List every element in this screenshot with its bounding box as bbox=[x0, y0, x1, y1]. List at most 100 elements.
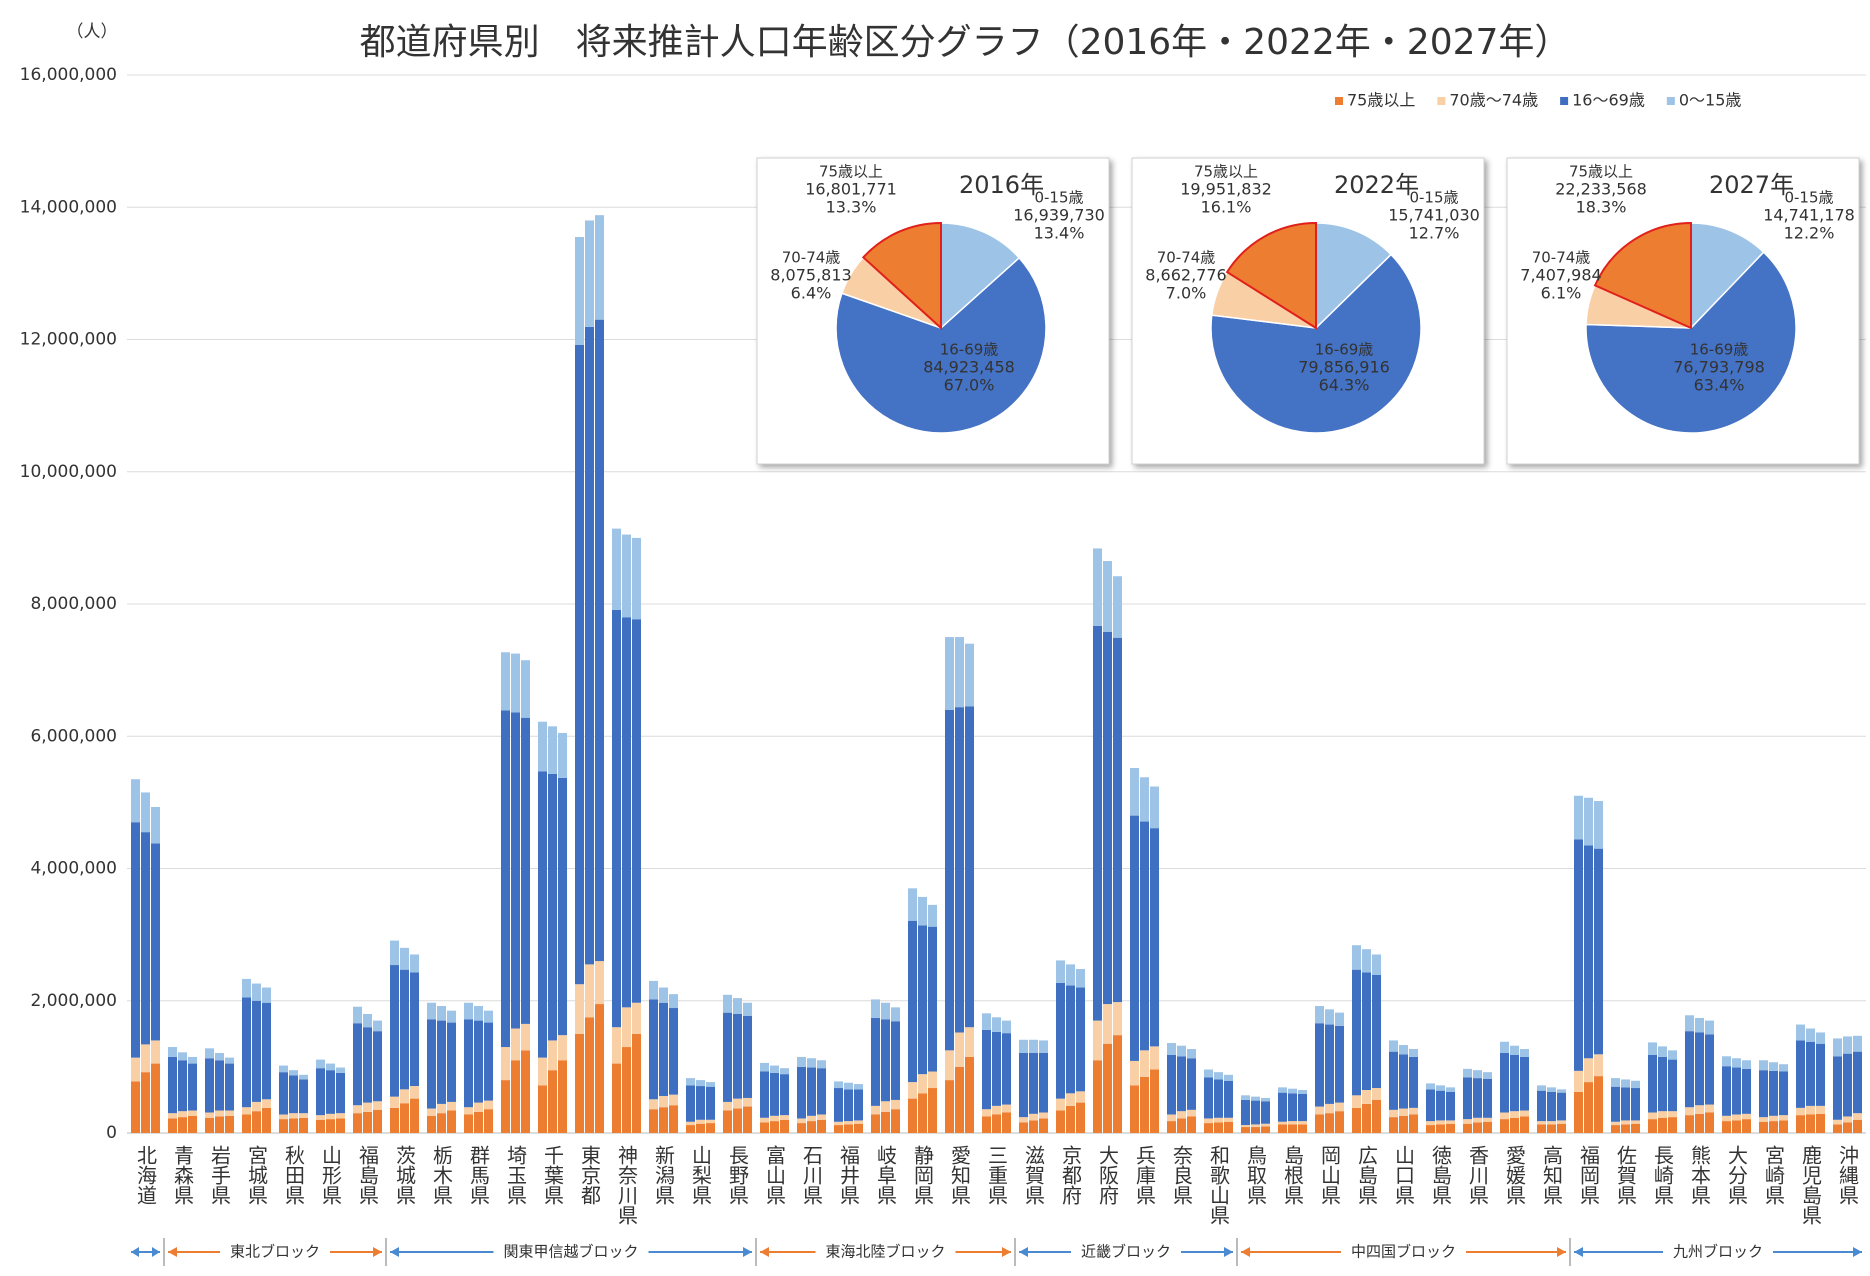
bar-segment bbox=[1426, 1125, 1435, 1133]
bar-segment bbox=[501, 652, 510, 711]
bar-segment bbox=[1056, 982, 1065, 1099]
bar-segment bbox=[1261, 1126, 1270, 1133]
bar-segment bbox=[1732, 1120, 1741, 1133]
bar-segment bbox=[188, 1056, 197, 1064]
bar-segment bbox=[1685, 1107, 1694, 1116]
bar-segment bbox=[891, 1021, 900, 1100]
bar-segment bbox=[908, 920, 917, 1083]
bar-segment bbox=[1103, 631, 1112, 1005]
x-tick-label: 福井県 bbox=[837, 1145, 861, 1205]
bar-segment bbox=[1066, 1105, 1075, 1133]
bar-segment bbox=[1103, 1004, 1112, 1044]
bar-segment bbox=[474, 1102, 483, 1112]
bar-segment bbox=[1816, 1043, 1825, 1106]
bar-segment bbox=[1500, 1052, 1509, 1113]
bar-segment bbox=[659, 1002, 668, 1096]
bar-segment bbox=[447, 1022, 456, 1102]
bar-segment bbox=[881, 1019, 890, 1102]
bar-segment bbox=[770, 1121, 779, 1133]
bar-segment bbox=[1611, 1121, 1620, 1126]
bar-segment bbox=[1806, 1105, 1815, 1115]
x-tick-label: 奈良県 bbox=[1170, 1145, 1194, 1205]
bar-segment bbox=[1436, 1124, 1445, 1133]
bar-segment bbox=[1019, 1122, 1028, 1133]
bar-segment bbox=[706, 1082, 715, 1087]
bar-segment bbox=[1278, 1092, 1287, 1122]
bar-segment bbox=[242, 997, 251, 1108]
bar-segment bbox=[353, 1113, 362, 1133]
bar-segment bbox=[390, 1096, 399, 1108]
block-label: 東北ブロック bbox=[230, 1243, 320, 1261]
bar-segment bbox=[770, 1065, 779, 1073]
bar-segment bbox=[1167, 1043, 1176, 1055]
bar-segment bbox=[1056, 1098, 1065, 1111]
bar-segment bbox=[151, 843, 160, 1041]
arrow-head bbox=[131, 1247, 160, 1257]
bar-segment bbox=[1325, 1009, 1334, 1025]
bar-segment bbox=[427, 1019, 436, 1109]
bar-segment bbox=[760, 1122, 769, 1133]
bar-segment bbox=[982, 1109, 991, 1117]
block-label: 近畿ブロック bbox=[1081, 1243, 1171, 1261]
legend-swatch bbox=[1666, 97, 1675, 105]
bar-segment bbox=[1224, 1074, 1233, 1081]
bar-segment bbox=[659, 1107, 668, 1133]
bar-segment bbox=[501, 710, 510, 1048]
bar-segment bbox=[289, 1113, 298, 1119]
bar-segment bbox=[252, 1111, 261, 1133]
bar-segment bbox=[881, 1002, 890, 1020]
pie-slice bbox=[1593, 221, 1692, 330]
bar-segment bbox=[178, 1052, 187, 1061]
bar-segment bbox=[575, 344, 584, 985]
bar-segment bbox=[1177, 1045, 1186, 1057]
bar-segment bbox=[1510, 1117, 1519, 1133]
bar-segment bbox=[982, 1116, 991, 1133]
bar-segment bbox=[622, 1007, 631, 1048]
bar-segment bbox=[817, 1114, 826, 1120]
bar-segment bbox=[723, 994, 732, 1013]
legend-label: 70歳～74歳 bbox=[1449, 91, 1538, 110]
y-tick-label: 16,000,000 bbox=[20, 65, 117, 85]
bar-segment bbox=[279, 1072, 288, 1115]
bar-segment bbox=[1537, 1090, 1546, 1122]
bar-segment bbox=[686, 1125, 695, 1133]
bar-segment bbox=[1167, 1121, 1176, 1133]
bar-segment bbox=[447, 1010, 456, 1023]
bar-segment bbox=[1631, 1123, 1640, 1133]
bar-segment bbox=[215, 1110, 224, 1117]
bar-segment bbox=[595, 1004, 604, 1133]
bar-segment bbox=[474, 1111, 483, 1133]
bar-segment bbox=[1510, 1045, 1519, 1055]
bar-segment bbox=[1463, 1119, 1472, 1124]
pie-value-label: 8,075,813 bbox=[770, 266, 851, 285]
x-tick-label: 大阪府 bbox=[1096, 1145, 1120, 1205]
bar-segment bbox=[437, 1113, 446, 1133]
x-tick-label: 長崎県 bbox=[1651, 1145, 1675, 1205]
bar-segment bbox=[1039, 1052, 1048, 1113]
bar-segment bbox=[1409, 1056, 1418, 1108]
bar-segment bbox=[1705, 1020, 1714, 1035]
bar-segment bbox=[1779, 1064, 1788, 1072]
bar-segment bbox=[743, 1002, 752, 1016]
pie-slice bbox=[1210, 253, 1422, 434]
bar-segment bbox=[891, 1109, 900, 1133]
bar-segment bbox=[437, 1006, 446, 1021]
bar-segment bbox=[336, 1072, 345, 1114]
bar-segment bbox=[1463, 1123, 1472, 1133]
bar-segment bbox=[1853, 1113, 1862, 1120]
bar-segment bbox=[928, 926, 937, 1072]
bar-segment bbox=[575, 237, 584, 345]
bar-segment bbox=[1076, 969, 1085, 988]
bar-segment bbox=[1315, 1106, 1324, 1115]
pie-slice bbox=[835, 256, 1047, 434]
bar-segment bbox=[1335, 1102, 1344, 1112]
bar-segment bbox=[1409, 1049, 1418, 1057]
bar-segment bbox=[1742, 1113, 1751, 1120]
bar-segment bbox=[1056, 960, 1065, 983]
y-tick-label: 0 bbox=[106, 1123, 117, 1143]
bar-segment bbox=[1002, 1033, 1011, 1105]
bar-segment bbox=[1500, 1119, 1509, 1133]
pie-category: 75歳以上 bbox=[1569, 163, 1633, 181]
bar-segment bbox=[1685, 1115, 1694, 1133]
bar-segment bbox=[390, 1107, 399, 1133]
